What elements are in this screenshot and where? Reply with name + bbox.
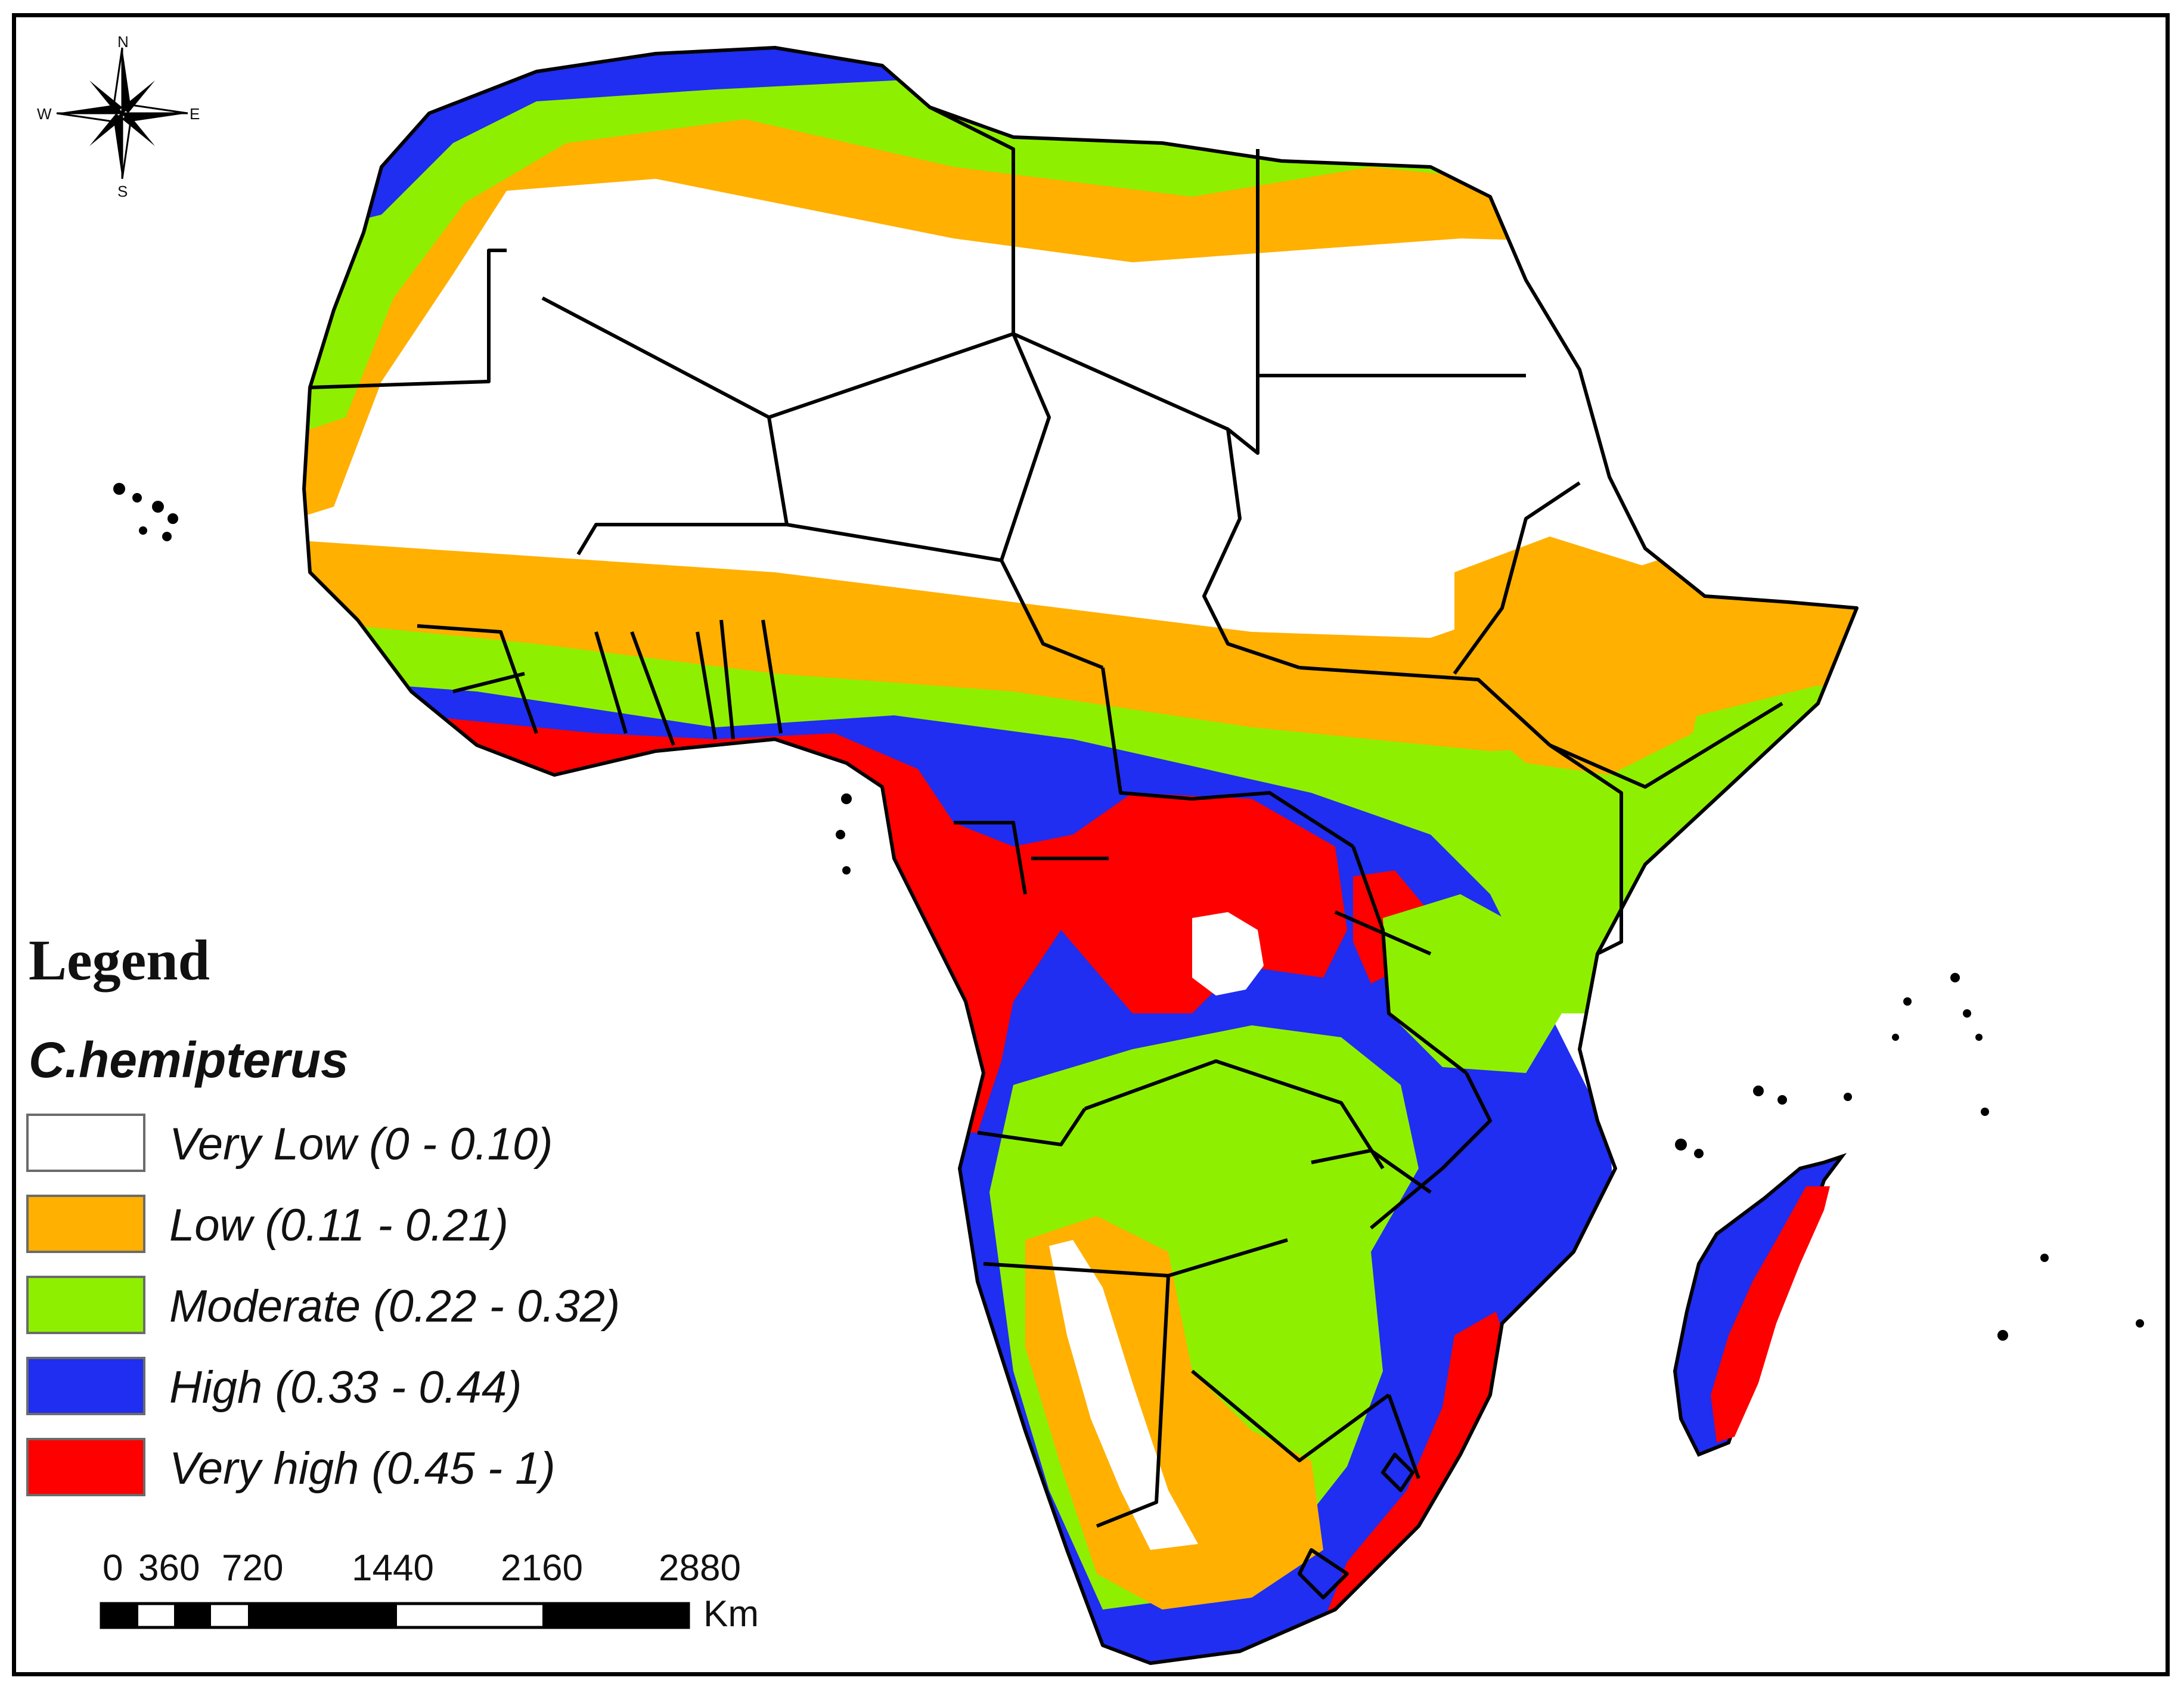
compass-south-label: S [117,182,128,200]
legend-swatch-very-low [26,1114,145,1172]
legend-species-name: C.hemipterus [29,1032,349,1088]
scale-tick-360: 360 [138,1548,200,1589]
country-borders [304,48,1857,1663]
legend-swatch-moderate [26,1276,145,1334]
compass-north-label: N [117,33,129,51]
zone-high-north [304,48,1857,250]
madagascar [1673,1153,1847,1457]
zone-moderate-east [1383,894,1562,1073]
compass-west-label: W [37,105,52,123]
compass-rose-icon [56,47,188,179]
madagascar-very-high [1711,1186,1830,1443]
scale-unit-label: Km [703,1593,759,1635]
legend-label-moderate: Moderate (0.22 - 0.32) [169,1281,621,1332]
scale-tick-2880: 2880 [659,1548,741,1589]
scale-tick-1440: 1440 [352,1548,434,1589]
islands [113,483,2144,1341]
legend-label-very-high: Very high (0.45 - 1) [169,1443,556,1494]
legend-swatch-high [26,1357,145,1415]
zone-very-high-southeast [1323,1311,1514,1621]
legend-swatch-very-high [26,1438,145,1496]
scale-tick-2160: 2160 [501,1548,583,1589]
legend-label-very-low: Very Low (0 - 0.10) [169,1119,553,1170]
scale-tick-0: 0 [103,1548,123,1589]
zone-very-low-kalahari [1049,1240,1198,1550]
legend-title: Legend [29,928,210,992]
legend-swatch-low [26,1195,145,1253]
zone-very-low-congo [1192,912,1264,996]
legend-label-high: High (0.33 - 0.44) [169,1362,522,1413]
scale-tick-720: 720 [222,1548,284,1589]
legend-label-low: Low (0.11 - 0.21) [169,1200,508,1251]
compass-east-label: E [190,105,200,123]
scale-bar [100,1602,690,1629]
